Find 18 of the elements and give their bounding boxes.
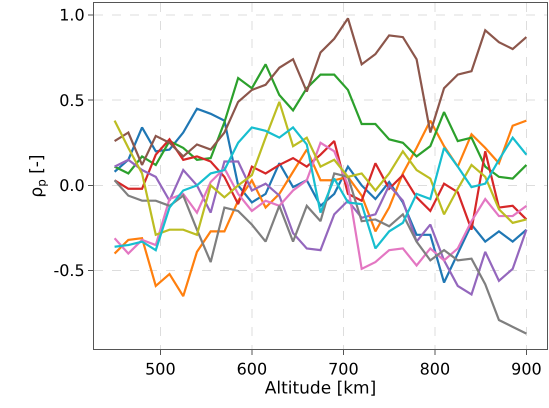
y-tick-label: 1.0: [59, 6, 85, 25]
y-tick-label: 0.5: [59, 90, 85, 110]
line-series: [113, 17, 528, 166]
line-series: [113, 126, 528, 252]
x-tick-label: 500: [145, 359, 176, 378]
x-tick-label: 800: [420, 359, 450, 378]
line-series: [113, 138, 528, 231]
x-tick-label: 600: [236, 359, 268, 378]
line-series: [113, 100, 528, 236]
x-tick-label: 700: [328, 359, 359, 378]
line-series: [113, 142, 528, 270]
x-axis-title: Altitude [km]: [264, 378, 376, 399]
y-tick-label: 0.0: [59, 176, 85, 195]
line-series: [113, 158, 528, 296]
line-series: [113, 63, 528, 180]
line-series: [113, 172, 528, 335]
y-tick-label: -0.5: [53, 261, 85, 280]
x-tick-label: 900: [511, 359, 542, 378]
